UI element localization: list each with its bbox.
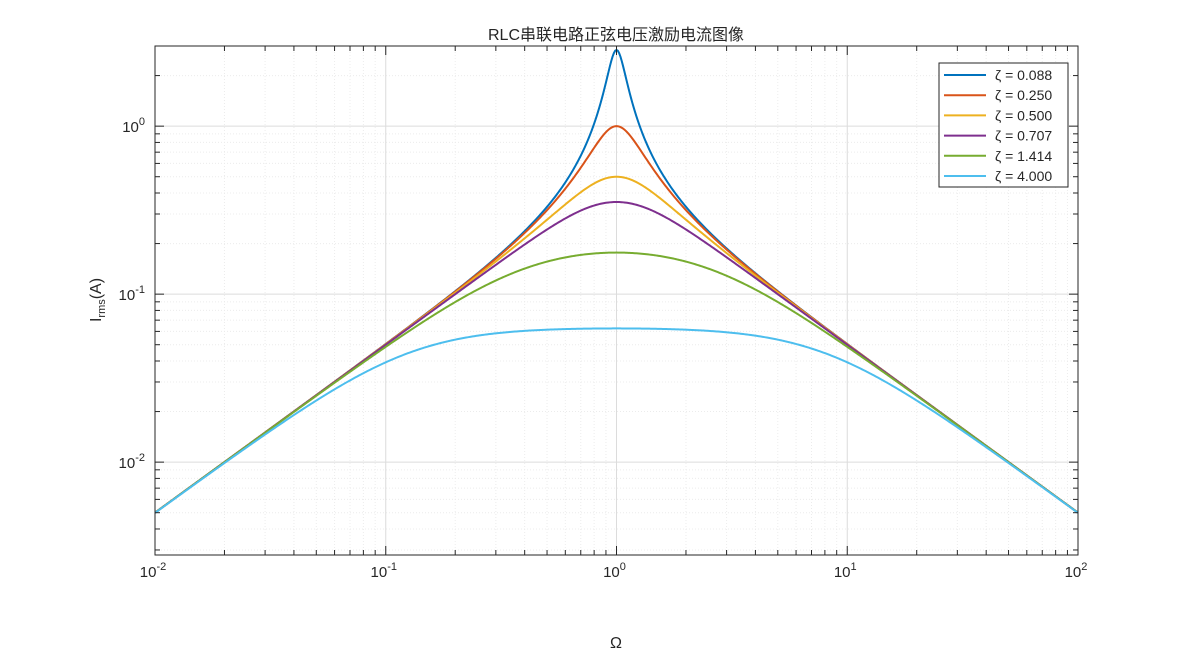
x-tick-label-base: 10 <box>603 564 620 581</box>
x-tick-label-exponent: 2 <box>1081 561 1087 573</box>
x-tick-label-base: 10 <box>834 564 851 581</box>
y-axis-label: Irms(A) <box>88 278 108 322</box>
y-tick-label-base: 10 <box>119 287 136 304</box>
y-tick-label-exponent: -1 <box>135 284 145 296</box>
y-tick-label-base: 10 <box>122 119 139 136</box>
axis-ticks <box>154 45 1079 555</box>
x-tick-label-exponent: 0 <box>620 561 626 573</box>
x-tick-label: 102 <box>1065 561 1088 581</box>
y-tick-label-exponent: 0 <box>139 116 145 128</box>
legend-label: ζ = 4.000 <box>995 168 1052 184</box>
legend: ζ = 0.088 ζ = 0.250 ζ = 0.500 ζ = 0.707 ζ = … <box>938 62 1069 188</box>
y-tick-label: 10-1 <box>119 284 145 304</box>
legend-box <box>938 62 1069 188</box>
y-axis-label-main: I <box>88 318 105 322</box>
legend-label: ζ = 0.088 <box>995 67 1052 83</box>
legend-label: ζ = 0.500 <box>995 107 1052 123</box>
x-tick-label-exponent: 1 <box>851 561 857 573</box>
x-axis-label: Ω <box>610 635 622 652</box>
legend-label: ζ = 0.707 <box>995 128 1052 144</box>
x-tick-label-base: 10 <box>140 564 157 581</box>
x-tick-label-base: 10 <box>1065 564 1082 581</box>
y-tick-label-exponent: -2 <box>135 452 145 464</box>
legend-label: ζ = 1.414 <box>995 148 1052 164</box>
x-tick-labels: 10-2 10-1 100 101 102 <box>140 561 1088 581</box>
y-tick-label-base: 10 <box>119 455 136 472</box>
series-line <box>154 327 1079 514</box>
series-line <box>154 251 1079 514</box>
chart-title: RLC串联电路正弦电压激励电流图像 <box>488 26 744 44</box>
x-tick-label-exponent: -2 <box>156 561 166 573</box>
y-axis-label-sub: rms <box>96 299 108 318</box>
y-tick-label: 10-2 <box>119 452 145 472</box>
x-tick-label-exponent: -1 <box>387 561 397 573</box>
x-tick-label: 10-1 <box>371 561 397 581</box>
legend-label: ζ = 0.250 <box>995 87 1052 103</box>
x-tick-label: 100 <box>603 561 626 581</box>
y-axis-label-tail: (A) <box>88 278 105 299</box>
x-tick-label-base: 10 <box>371 564 388 581</box>
x-tick-label: 10-2 <box>140 561 166 581</box>
x-tick-label: 101 <box>834 561 857 581</box>
y-tick-label: 100 <box>122 116 145 136</box>
